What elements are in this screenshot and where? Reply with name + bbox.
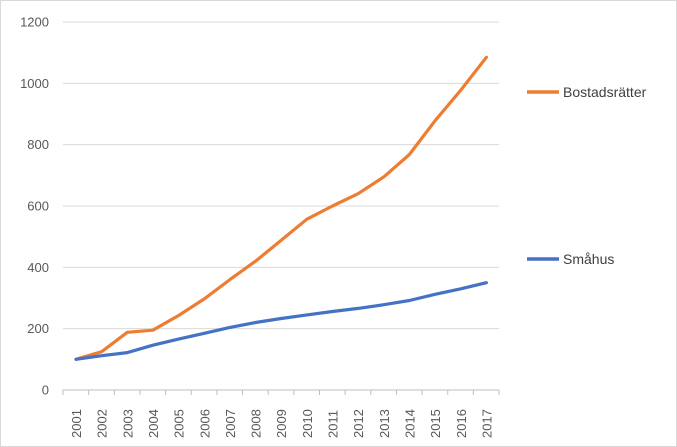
legend-label: Småhus <box>563 251 614 267</box>
series-bostadsratter <box>74 55 488 361</box>
y-tick-label: 1200 <box>20 15 49 30</box>
y-tick-label: 200 <box>27 321 49 336</box>
x-tick-label: 2011 <box>326 410 341 438</box>
y-tick-label: 800 <box>27 137 49 152</box>
y-tick-label: 0 <box>42 383 49 398</box>
x-tick-label: 2003 <box>120 409 135 438</box>
series-lines <box>74 55 488 361</box>
x-tick-label: 2008 <box>249 409 264 438</box>
x-tick-label: 2016 <box>454 409 469 438</box>
x-tick-label: 2006 <box>197 409 212 438</box>
series-line <box>74 55 488 361</box>
legend-label: Bostadsrätter <box>563 84 647 100</box>
legend: Bostadsrätter Småhus <box>527 84 647 267</box>
x-tick-label: 2007 <box>223 409 238 438</box>
x-tick-label: 2013 <box>377 409 392 438</box>
x-tick-label: 2010 <box>300 409 315 438</box>
x-tick-label: 2001 <box>69 409 84 438</box>
y-tick-label: 400 <box>27 260 49 275</box>
x-tick-label: 2005 <box>172 409 187 438</box>
y-tick-label: 600 <box>27 199 49 214</box>
x-tick-label: 2009 <box>274 409 289 438</box>
y-tick-label: 1000 <box>20 76 49 91</box>
x-tick-label: 2004 <box>146 409 161 438</box>
x-axis: 2001 2002 2003 2004 2005 2006 2007 2008 2009 2010… <box>62 389 500 438</box>
x-tick-label: 2014 <box>402 409 417 438</box>
x-tick-label: 2015 <box>428 409 443 438</box>
y-axis: 0 200 400 600 800 1000 1200 <box>20 15 49 398</box>
series-line <box>74 281 488 361</box>
x-tick-label: 2012 <box>351 409 366 438</box>
x-tick-label: 2017 <box>479 409 494 438</box>
x-tick-label: 2002 <box>95 409 110 438</box>
series-smahus <box>74 281 488 361</box>
gridlines <box>63 21 499 330</box>
